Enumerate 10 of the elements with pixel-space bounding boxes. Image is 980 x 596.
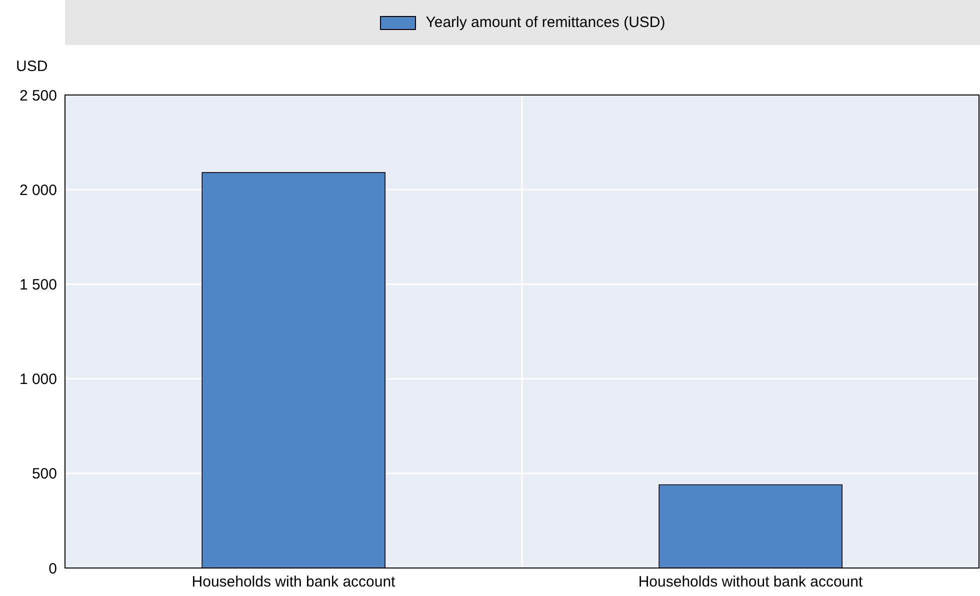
y-tick-label: 2 500 <box>19 87 57 104</box>
x-tick-label: Households with bank account <box>192 574 396 591</box>
x-tick-label: Households without bank account <box>638 574 864 591</box>
y-tick-label: 500 <box>32 466 57 483</box>
y-tick-label: 1 500 <box>19 276 57 294</box>
y-tick-label: 2 000 <box>19 182 57 199</box>
y-axis-title: USD <box>16 58 48 75</box>
y-tick-label: 1 000 <box>19 371 57 388</box>
y-tick-label: 0 <box>48 560 57 578</box>
legend-label: Yearly amount of remittances (USD) <box>426 14 666 31</box>
